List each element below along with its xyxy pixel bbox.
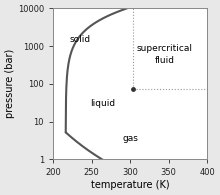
Text: solid: solid [70, 35, 91, 44]
Y-axis label: pressure (bar): pressure (bar) [5, 49, 15, 119]
Text: supercritical
fluid: supercritical fluid [137, 44, 193, 65]
Text: gas: gas [122, 134, 138, 143]
Text: liquid: liquid [90, 99, 115, 108]
X-axis label: temperature (K): temperature (K) [91, 180, 169, 190]
